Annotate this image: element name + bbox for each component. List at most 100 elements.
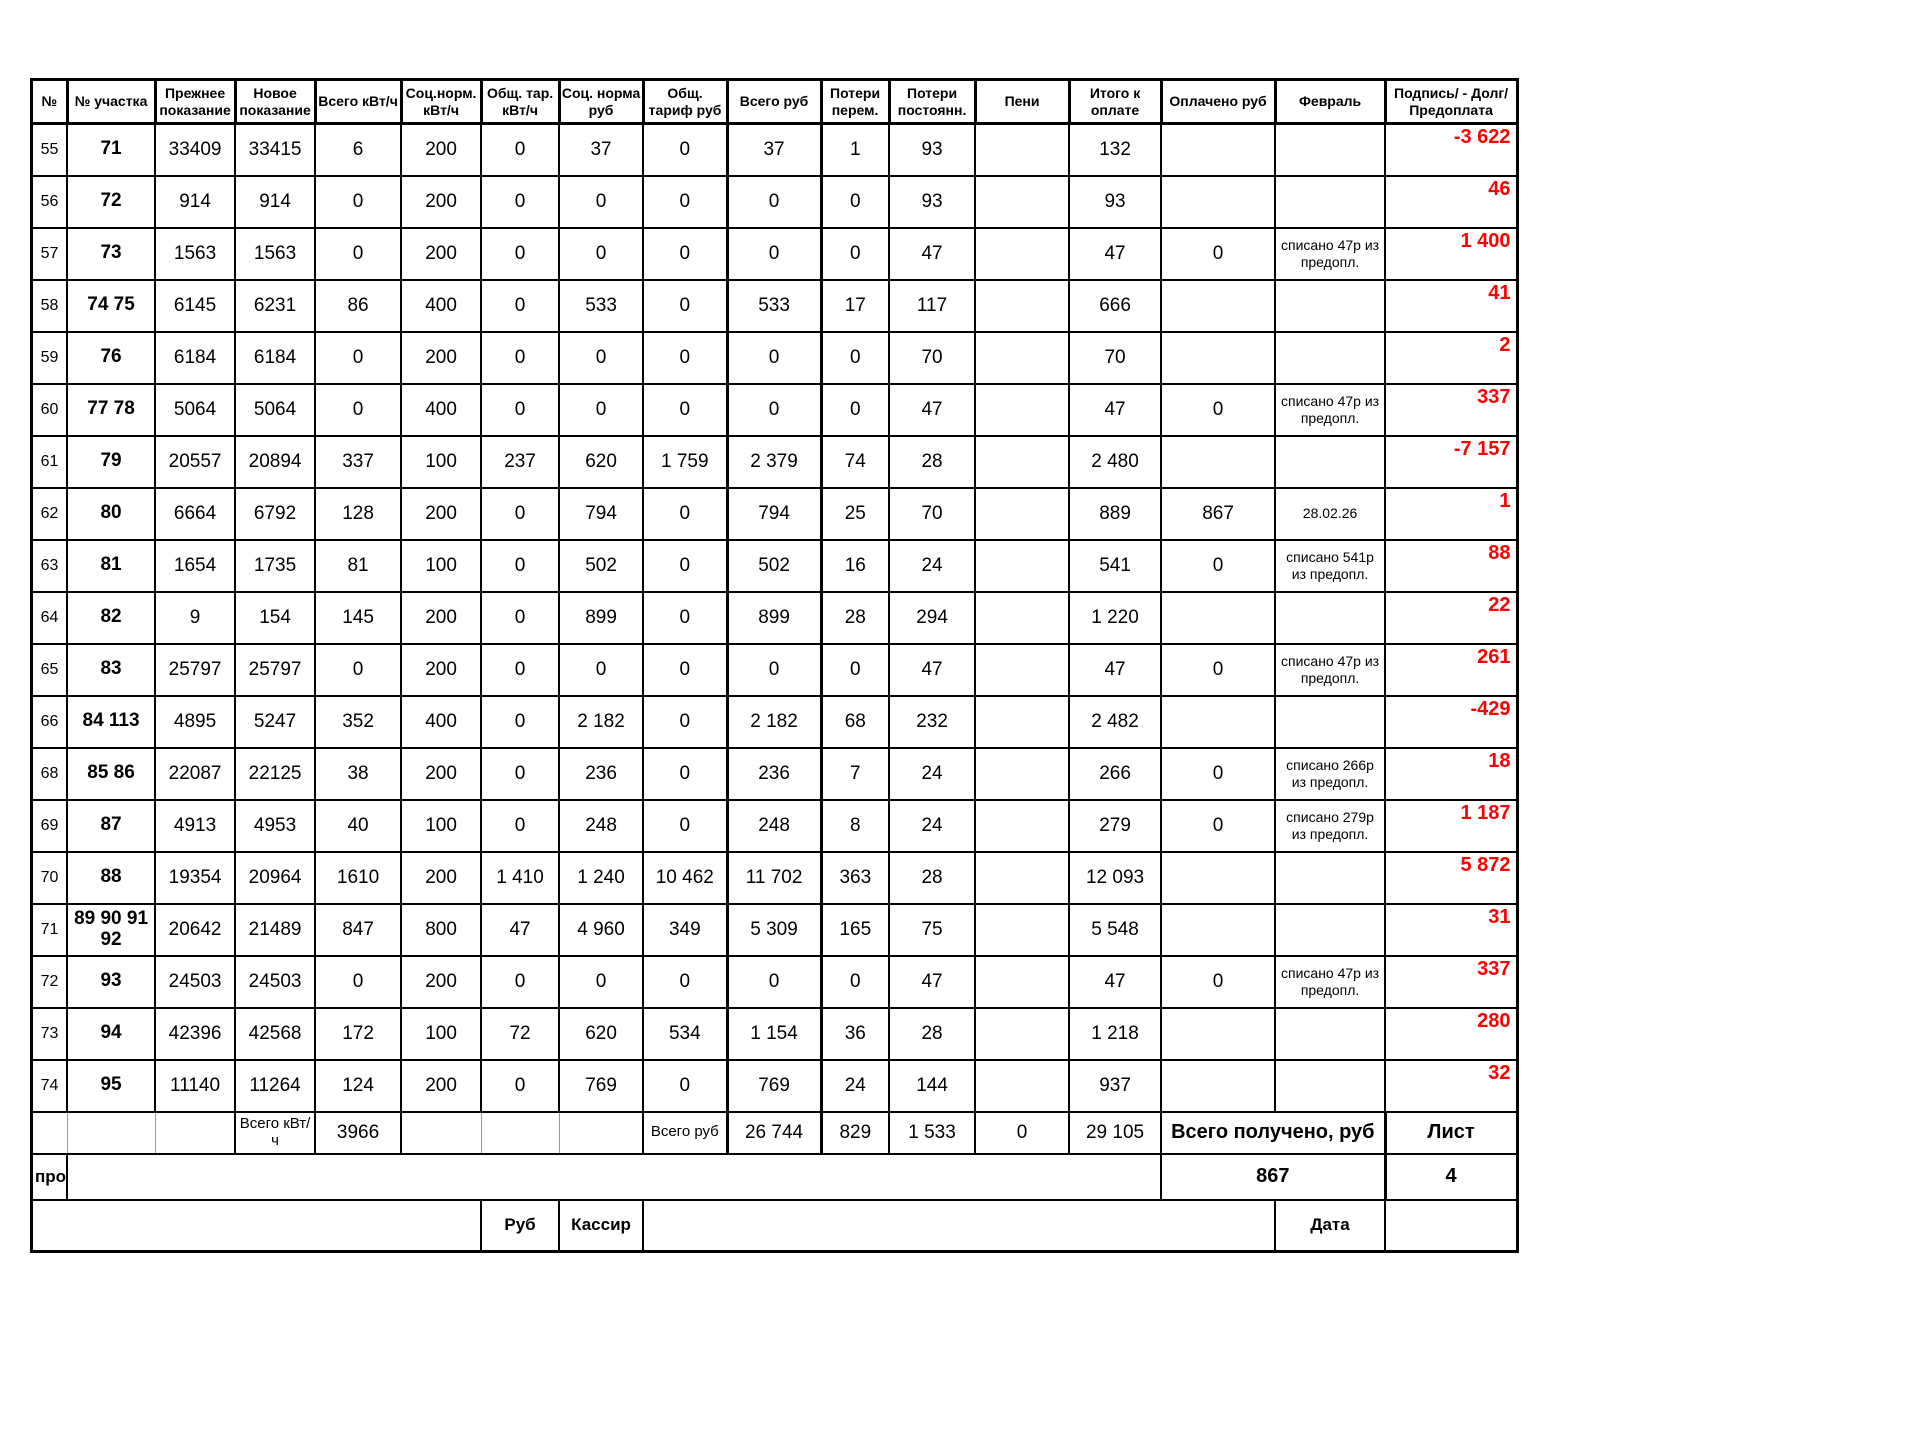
col-header-february: Февраль: [1273, 78, 1387, 125]
cell-penalty: [974, 954, 1071, 1009]
cell-total-due: 12 093: [1068, 850, 1163, 905]
cell-signature-debt: 1: [1384, 486, 1519, 541]
cell-new-reading: 4953: [234, 798, 317, 853]
cell-gen-tariff-kwh: 0: [480, 278, 561, 333]
cell-total-kwh: 0: [314, 174, 403, 229]
cell-gen-tariff-rub: 0: [642, 1058, 729, 1113]
cell-total-kwh: 0: [314, 954, 403, 1009]
cell-gen-tariff-kwh: 237: [480, 434, 561, 489]
cell-soc-norm-rub: 0: [558, 226, 645, 281]
cell-prev-reading: 1563: [154, 226, 237, 281]
cell-soc-norm-rub: 533: [558, 278, 645, 333]
cell-row-num: 64: [30, 590, 69, 645]
cell-plot-num: 84 113: [66, 694, 157, 749]
cell-gen-tariff-kwh: 0: [480, 798, 561, 853]
cell-row-num: 74: [30, 1058, 69, 1113]
cell-paid-rub: 867: [1160, 486, 1277, 541]
cell-loss-constant: 24: [888, 746, 977, 801]
cell-prev-reading: 19354: [154, 850, 237, 905]
cell-total-rub: 37: [725, 122, 823, 177]
cell-total-due: 47: [1068, 226, 1163, 281]
totals-penalty: 0: [974, 1110, 1071, 1155]
cell-row-num: 59: [30, 330, 69, 385]
cell-penalty: [974, 434, 1071, 489]
cell-soc-norm-kwh: 200: [400, 642, 483, 697]
cell-total-due: 266: [1068, 746, 1163, 801]
cell-gen-tariff-kwh: 72: [480, 1006, 561, 1061]
cell-plot-num: 73: [66, 226, 157, 281]
col-header-total-kwh: Всего кВт/ч: [313, 78, 403, 125]
cell-gen-tariff-rub: 0: [642, 694, 729, 749]
cell-total-kwh: 40: [314, 798, 403, 853]
cell-loss-constant: 47: [888, 226, 977, 281]
cell-february: [1274, 850, 1387, 905]
cell-soc-norm-kwh: 200: [400, 746, 483, 801]
cell-penalty: [974, 330, 1071, 385]
cell-row-num: 73: [30, 1006, 69, 1061]
cell-total-due: 70: [1068, 330, 1163, 385]
cell-soc-norm-kwh: 100: [400, 434, 483, 489]
totals-empty-cell: [558, 1111, 644, 1154]
cell-plot-num: 95: [66, 1058, 157, 1113]
cell-gen-tariff-rub: 0: [642, 642, 729, 697]
cell-loss-variable: 165: [820, 902, 891, 957]
cell-total-rub: 5 309: [725, 902, 823, 957]
cell-prev-reading: 11140: [154, 1058, 237, 1113]
cell-total-due: 937: [1068, 1058, 1163, 1113]
footer-pro-text: про: [30, 1152, 69, 1201]
cell-february: [1274, 1006, 1387, 1061]
cell-total-rub: 0: [725, 954, 823, 1009]
cell-prev-reading: 914: [154, 174, 237, 229]
cell-penalty: [974, 226, 1071, 281]
cell-plot-num: 88: [66, 850, 157, 905]
totals-total-due: 29 105: [1068, 1110, 1163, 1155]
totals-empty-cell: [154, 1111, 236, 1154]
totals-loss-variable: 829: [820, 1110, 891, 1155]
cell-prev-reading: 33409: [154, 122, 237, 177]
billing-table: № № участка Прежнее показание Новое показан…: [30, 78, 1519, 1253]
cell-soc-norm-kwh: 400: [400, 694, 483, 749]
cell-total-due: 47: [1068, 642, 1163, 697]
footer-date-label: Дата: [1274, 1198, 1387, 1253]
cell-gen-tariff-kwh: 0: [480, 1058, 561, 1113]
cell-new-reading: 6792: [234, 486, 317, 541]
cell-loss-constant: 70: [888, 330, 977, 385]
cell-gen-tariff-rub: 0: [642, 330, 729, 385]
cell-total-kwh: 124: [314, 1058, 403, 1113]
cell-february: [1274, 590, 1387, 645]
cell-loss-constant: 93: [888, 174, 977, 229]
cell-penalty: [974, 486, 1071, 541]
cell-loss-variable: 1: [820, 122, 891, 177]
footer-empty-right-cell: [1384, 1198, 1519, 1253]
cell-total-kwh: 128: [314, 486, 403, 541]
cell-gen-tariff-rub: 0: [642, 746, 729, 801]
cell-gen-tariff-rub: 0: [642, 590, 729, 645]
cell-gen-tariff-kwh: 0: [480, 382, 561, 437]
cell-february: [1274, 174, 1387, 229]
cell-loss-constant: 28: [888, 850, 977, 905]
cell-loss-constant: 47: [888, 382, 977, 437]
cell-soc-norm-kwh: 200: [400, 330, 483, 385]
cell-new-reading: 20894: [234, 434, 317, 489]
cell-february: списано 541р из предопл.: [1274, 538, 1387, 593]
col-header-loss-variable: Потери перем.: [819, 78, 891, 125]
cell-soc-norm-rub: 248: [558, 798, 645, 853]
col-header-soc-norm-rub: Соц. норма руб: [557, 78, 645, 125]
cell-total-rub: 0: [725, 174, 823, 229]
cell-soc-norm-rub: 794: [558, 486, 645, 541]
cell-february: списано 47р из предопл.: [1274, 226, 1387, 281]
totals-rub-label: Всего руб: [642, 1110, 729, 1155]
cell-total-kwh: 0: [314, 642, 403, 697]
table-row: 71 89 90 91 92 20642 21489 847 800 47 4 960 349 5…: [30, 902, 1519, 957]
cell-plot-num: 89 90 91 92: [66, 902, 157, 957]
footer-sheet-value: 4: [1383, 1152, 1519, 1201]
cell-total-rub: 2 182: [725, 694, 823, 749]
cell-gen-tariff-rub: 0: [642, 382, 729, 437]
cell-signature-debt: 5 872: [1384, 850, 1519, 905]
cell-gen-tariff-kwh: 0: [480, 486, 561, 541]
totals-kwh-label: Всего кВт/ч: [234, 1110, 317, 1155]
cell-soc-norm-rub: 0: [558, 330, 645, 385]
cell-loss-variable: 68: [820, 694, 891, 749]
cell-february: списано 47р из предопл.: [1274, 382, 1387, 437]
col-header-gen-tariff-rub: Общ. тариф руб: [641, 78, 729, 125]
